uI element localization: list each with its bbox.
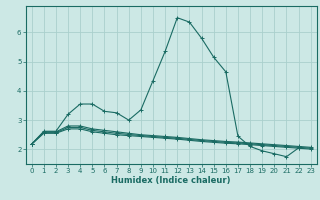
X-axis label: Humidex (Indice chaleur): Humidex (Indice chaleur) <box>111 176 231 185</box>
